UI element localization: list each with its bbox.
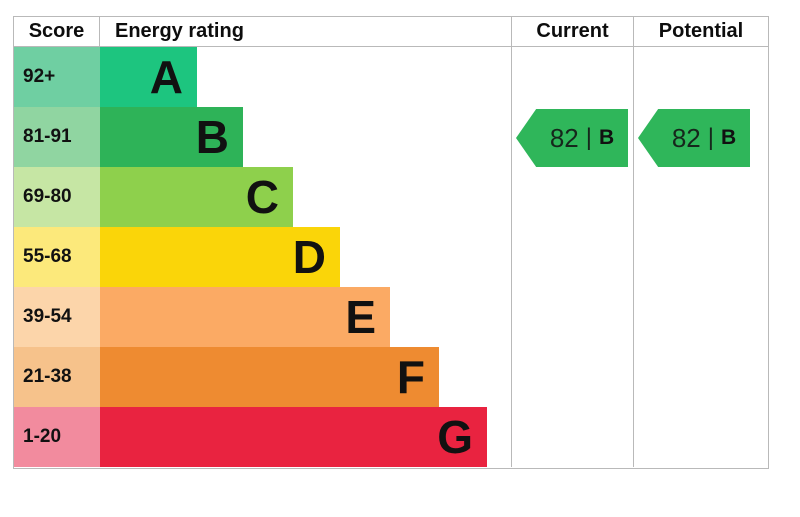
rating-letter: B [195, 111, 229, 163]
header-current: Current [511, 17, 633, 46]
current-column-cell [511, 407, 633, 467]
rating-bar-a: A [100, 47, 197, 107]
potential-score-value: 82 [671, 122, 701, 153]
current-column-cell [511, 287, 633, 347]
potential-rating-badge: 82 | B [638, 109, 750, 167]
energy-rating-cell: F [100, 347, 511, 407]
band-row-f: 21-38 F [14, 347, 768, 407]
potential-column-cell [633, 347, 768, 407]
score-range-cell: 39-54 [14, 287, 100, 347]
energy-rating-cell: B [100, 107, 511, 167]
rating-letter: D [292, 231, 326, 283]
current-rating-letter: B [598, 126, 615, 149]
score-range-cell: 21-38 [14, 347, 100, 407]
rating-bar-d: D [100, 227, 340, 287]
band-row-c: 69-80 C [14, 167, 768, 227]
score-range-cell: 1-20 [14, 407, 100, 467]
band-row-d: 55-68 D [14, 227, 768, 287]
current-rating-badge: 82 | B [516, 109, 628, 167]
current-column-cell [511, 227, 633, 287]
band-row-a: 92+ A [14, 47, 768, 107]
current-column-cell [511, 167, 633, 227]
band-row-e: 39-54 E [14, 287, 768, 347]
badge-divider: | [707, 124, 714, 151]
rating-bar-g: G [100, 407, 487, 467]
potential-column-cell [633, 227, 768, 287]
badge-divider: | [585, 124, 592, 151]
rating-bar-f: F [100, 347, 439, 407]
energy-rating-cell: D [100, 227, 511, 287]
header-potential: Potential [633, 17, 768, 46]
energy-rating-cell: E [100, 287, 511, 347]
score-range-cell: 69-80 [14, 167, 100, 227]
current-score-value: 82 [549, 122, 579, 153]
band-row-g: 1-20 G [14, 407, 768, 467]
energy-rating-cell: G [100, 407, 511, 467]
current-column-cell [511, 47, 633, 107]
rating-letter: C [245, 171, 279, 223]
rating-letter: A [149, 51, 183, 103]
rating-bar-c: C [100, 167, 293, 227]
potential-column-cell [633, 407, 768, 467]
energy-rating-cell: C [100, 167, 511, 227]
header-score: Score [14, 17, 100, 46]
energy-rating-cell: A [100, 47, 511, 107]
potential-column-cell [633, 287, 768, 347]
header-row: Score Energy rating Current Potential [14, 17, 768, 47]
rating-letter: E [345, 291, 376, 343]
score-range-cell: 81-91 [14, 107, 100, 167]
score-range-cell: 92+ [14, 47, 100, 107]
rating-bar-b: B [100, 107, 243, 167]
current-column-cell [511, 347, 633, 407]
score-range-cell: 55-68 [14, 227, 100, 287]
potential-column-cell [633, 107, 768, 167]
band-rows: 92+ A 81-91 B 69-80 C 55-68 D 39-54 E 21-38 F 1-20 G [14, 47, 768, 467]
rating-bar-e: E [100, 287, 390, 347]
potential-column-cell [633, 167, 768, 227]
rating-letter: F [396, 351, 425, 403]
current-column-cell [511, 107, 633, 167]
epc-table: Score Energy rating Current Potential 92… [13, 16, 769, 469]
rating-letter: G [437, 411, 473, 463]
potential-column-cell [633, 47, 768, 107]
header-energy-rating: Energy rating [115, 20, 244, 42]
potential-rating-letter: B [720, 126, 737, 149]
band-row-b: 81-91 B [14, 107, 768, 167]
